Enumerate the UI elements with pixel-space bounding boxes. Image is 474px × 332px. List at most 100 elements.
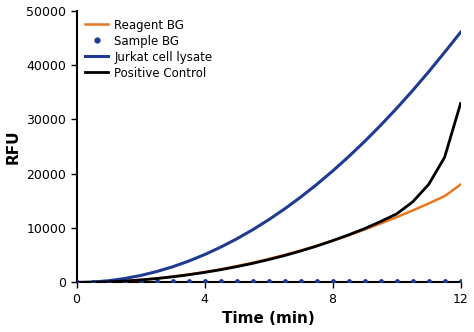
Positive Control — [458, 102, 464, 106]
Reagent BG — [154, 277, 159, 281]
Reagent BG — [106, 280, 111, 284]
Jurkat cell lysate — [362, 139, 367, 143]
Jurkat cell lysate — [314, 183, 319, 187]
Positive Control — [394, 212, 400, 216]
Positive Control — [137, 278, 143, 282]
Sample BG — [106, 280, 111, 284]
Reagent BG — [378, 221, 383, 225]
X-axis label: Time (min): Time (min) — [222, 311, 315, 326]
Jurkat cell lysate — [378, 124, 383, 127]
Reagent BG — [298, 249, 303, 253]
Reagent BG — [394, 215, 400, 219]
Jurkat cell lysate — [250, 228, 255, 232]
Positive Control — [410, 200, 415, 204]
Reagent BG — [266, 257, 272, 261]
Sample BG — [154, 280, 159, 284]
Sample BG — [250, 279, 255, 283]
Jurkat cell lysate — [202, 253, 208, 257]
Positive Control — [426, 183, 431, 187]
Sample BG — [122, 280, 128, 284]
Jurkat cell lysate — [330, 169, 336, 173]
Legend: Reagent BG, Sample BG, Jurkat cell lysate, Positive Control: Reagent BG, Sample BG, Jurkat cell lysat… — [82, 17, 215, 82]
Sample BG — [90, 280, 95, 284]
Positive Control — [202, 271, 208, 275]
Reagent BG — [426, 202, 431, 206]
Sample BG — [298, 279, 303, 283]
Positive Control — [362, 227, 367, 231]
Jurkat cell lysate — [298, 195, 303, 199]
Positive Control — [90, 280, 95, 284]
Sample BG — [186, 280, 191, 284]
Sample BG — [394, 279, 400, 283]
Sample BG — [346, 279, 351, 283]
Reagent BG — [170, 275, 175, 279]
Sample BG — [202, 279, 208, 283]
Line: Sample BG: Sample BG — [74, 279, 463, 285]
Reagent BG — [73, 281, 79, 285]
Sample BG — [170, 280, 175, 284]
Positive Control — [170, 275, 175, 279]
Positive Control — [154, 277, 159, 281]
Sample BG — [330, 279, 336, 283]
Positive Control — [186, 273, 191, 277]
Jurkat cell lysate — [170, 265, 175, 269]
Sample BG — [362, 279, 367, 283]
Positive Control — [378, 219, 383, 223]
Reagent BG — [346, 233, 351, 237]
Jurkat cell lysate — [426, 70, 431, 74]
Reagent BG — [458, 183, 464, 187]
Jurkat cell lysate — [218, 245, 223, 249]
Sample BG — [218, 279, 223, 283]
Jurkat cell lysate — [394, 107, 400, 111]
Reagent BG — [234, 264, 239, 268]
Positive Control — [122, 279, 128, 283]
Reagent BG — [202, 270, 208, 274]
Reagent BG — [186, 273, 191, 277]
Sample BG — [137, 280, 143, 284]
Reagent BG — [137, 278, 143, 282]
Jurkat cell lysate — [106, 279, 111, 283]
Reagent BG — [330, 239, 336, 243]
Reagent BG — [442, 194, 447, 198]
Reagent BG — [282, 253, 287, 257]
Sample BG — [314, 279, 319, 283]
Sample BG — [266, 279, 272, 283]
Reagent BG — [314, 244, 319, 248]
Positive Control — [298, 249, 303, 253]
Reagent BG — [362, 228, 367, 232]
Jurkat cell lysate — [137, 274, 143, 278]
Positive Control — [234, 265, 239, 269]
Sample BG — [282, 279, 287, 283]
Jurkat cell lysate — [234, 237, 239, 241]
Line: Jurkat cell lysate: Jurkat cell lysate — [76, 32, 461, 283]
Reagent BG — [250, 261, 255, 265]
Jurkat cell lysate — [73, 281, 79, 285]
Jurkat cell lysate — [186, 259, 191, 263]
Positive Control — [250, 261, 255, 265]
Sample BG — [234, 279, 239, 283]
Sample BG — [73, 281, 79, 285]
Line: Positive Control: Positive Control — [76, 104, 461, 283]
Positive Control — [442, 155, 447, 159]
Sample BG — [426, 279, 431, 283]
Reagent BG — [90, 280, 95, 284]
Positive Control — [282, 254, 287, 258]
Positive Control — [73, 281, 79, 285]
Positive Control — [314, 244, 319, 248]
Positive Control — [106, 280, 111, 284]
Reagent BG — [122, 279, 128, 283]
Jurkat cell lysate — [154, 270, 159, 274]
Jurkat cell lysate — [442, 50, 447, 54]
Jurkat cell lysate — [90, 280, 95, 284]
Jurkat cell lysate — [458, 30, 464, 34]
Positive Control — [266, 258, 272, 262]
Jurkat cell lysate — [282, 207, 287, 211]
Y-axis label: RFU: RFU — [6, 129, 20, 164]
Sample BG — [410, 279, 415, 283]
Reagent BG — [218, 267, 223, 271]
Jurkat cell lysate — [410, 89, 415, 93]
Jurkat cell lysate — [266, 218, 272, 222]
Positive Control — [218, 268, 223, 272]
Positive Control — [346, 233, 351, 237]
Positive Control — [330, 239, 336, 243]
